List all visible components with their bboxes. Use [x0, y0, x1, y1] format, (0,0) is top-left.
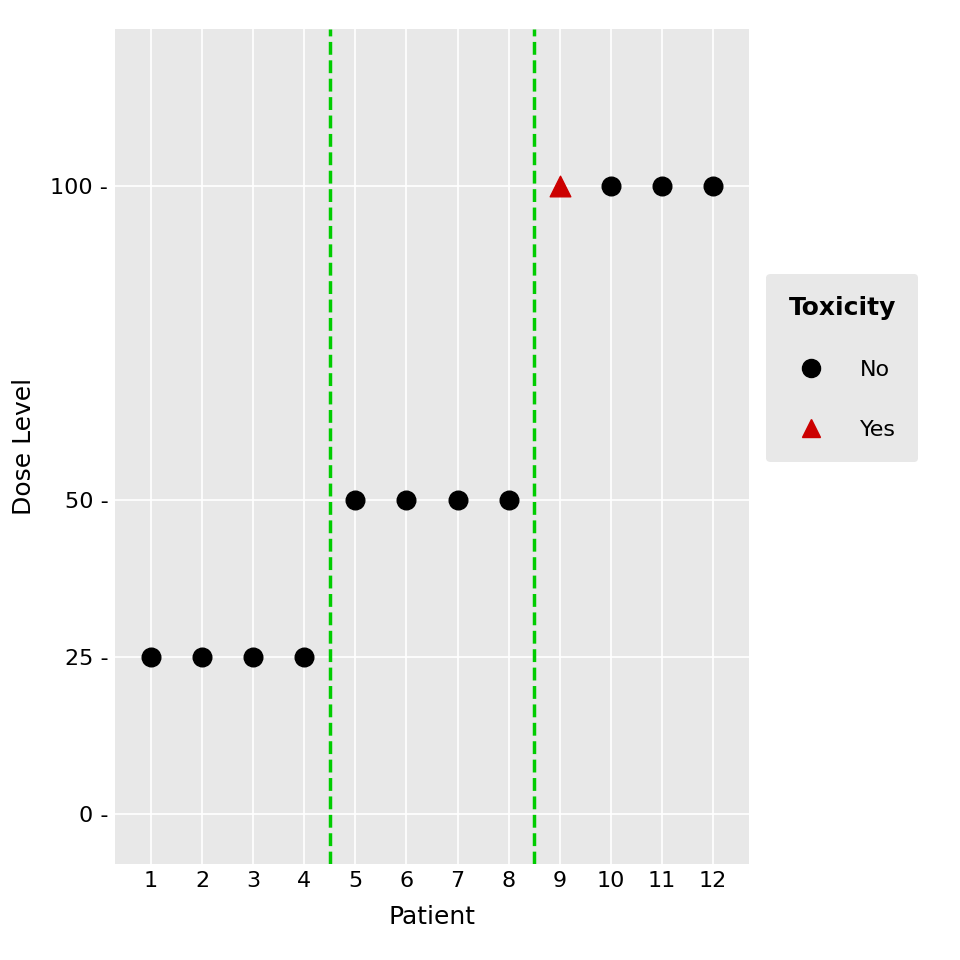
Point [348, 492, 363, 508]
X-axis label: Patient: Patient [389, 905, 475, 929]
Point [398, 492, 414, 508]
Point [297, 649, 312, 664]
Point [501, 492, 516, 508]
Point [194, 649, 209, 664]
Legend: No, Yes: No, Yes [766, 274, 918, 462]
Y-axis label: Dose Level: Dose Level [12, 378, 36, 515]
Point [552, 179, 567, 194]
Point [450, 492, 466, 508]
Point [246, 649, 261, 664]
Point [603, 179, 618, 194]
Point [143, 649, 158, 664]
Point [706, 179, 721, 194]
Point [655, 179, 670, 194]
